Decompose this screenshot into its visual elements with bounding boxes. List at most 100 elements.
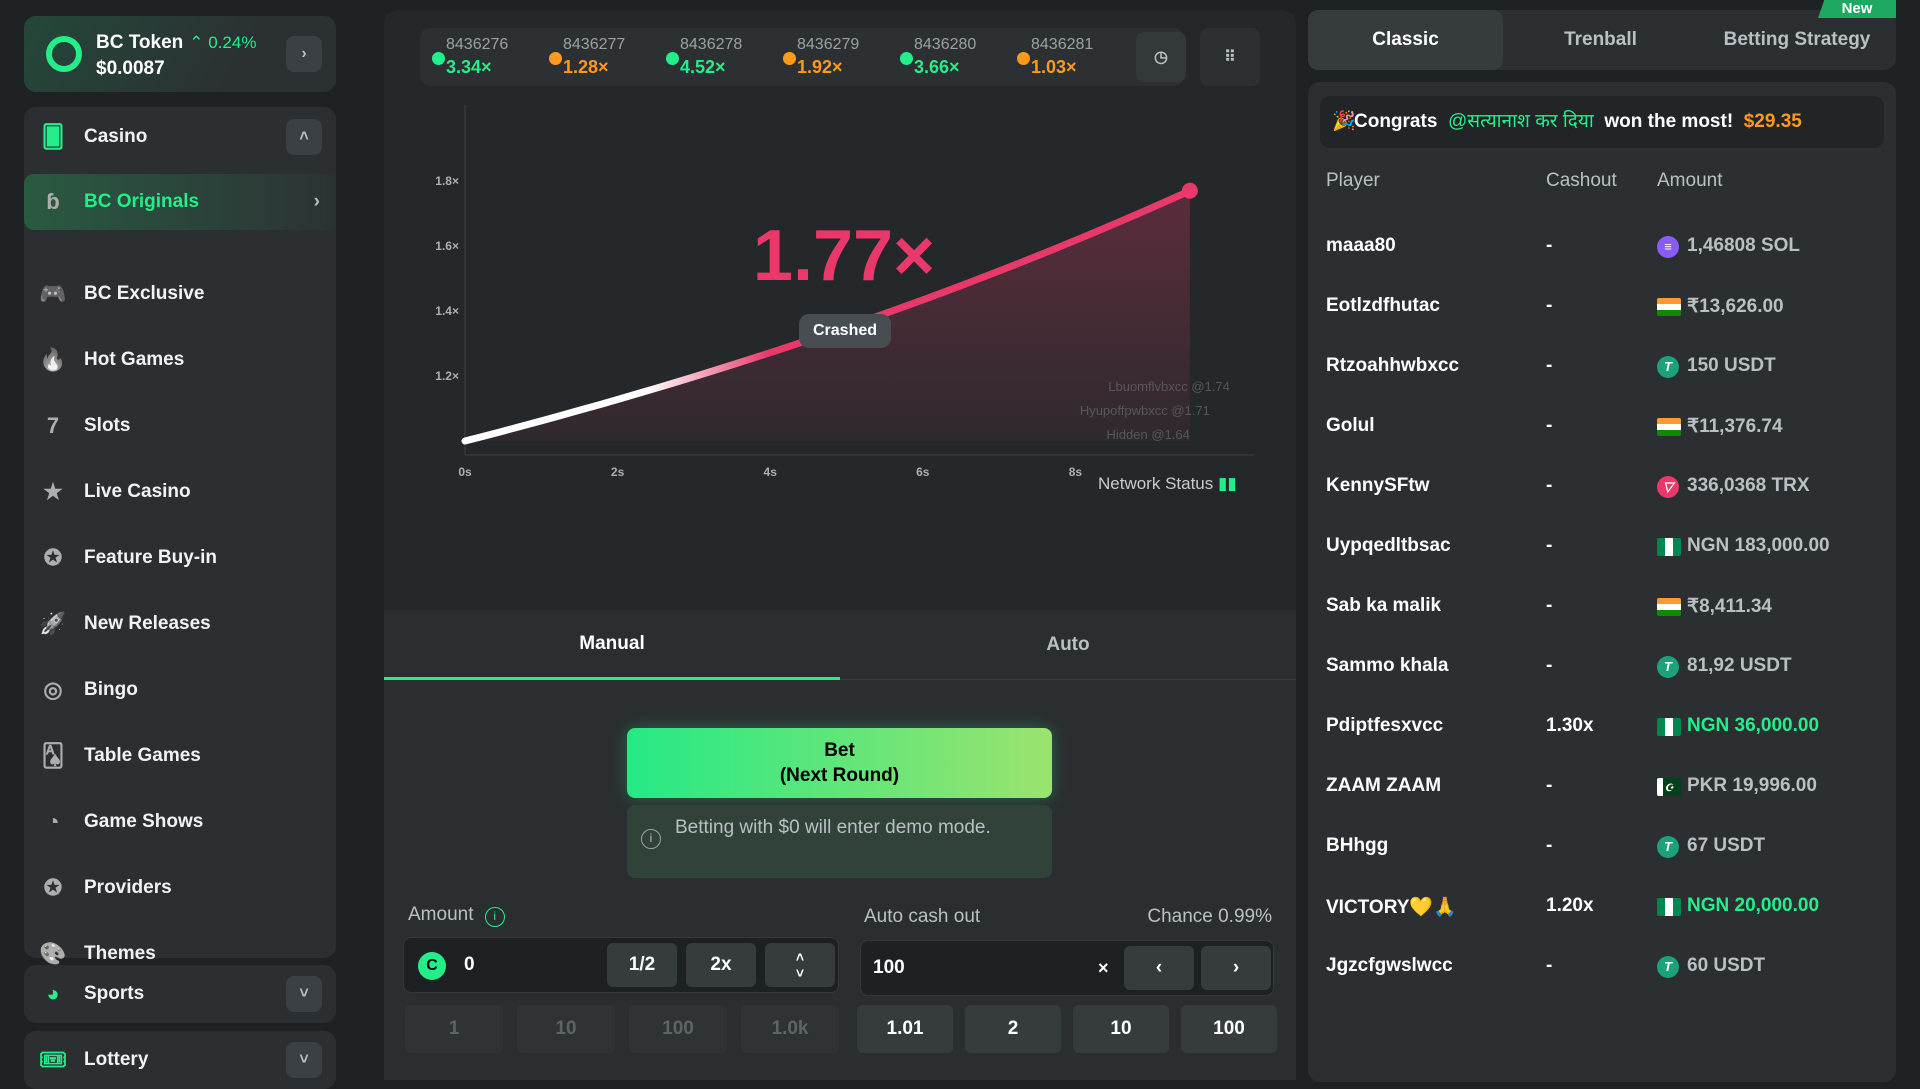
amount-label: Amount bbox=[408, 904, 474, 925]
token-name: BC Token bbox=[96, 32, 184, 53]
player-name: Eotlzdfhutac bbox=[1326, 295, 1440, 316]
table-row: Sab ka malik - ₹8,411.34 bbox=[1326, 587, 1886, 627]
auto-quick-button[interactable]: 10 bbox=[1073, 1005, 1169, 1053]
lottery-label: Lottery bbox=[84, 1049, 149, 1070]
round-multiplier: 1.03× bbox=[1031, 57, 1077, 77]
mode-tabs: Classic Trenball Betting Strategy bbox=[1308, 10, 1896, 70]
winner-name[interactable]: @सत्यानाश कर दिया bbox=[1447, 111, 1594, 132]
chevron-left-icon[interactable]: ‹ bbox=[1124, 946, 1194, 990]
round-multiplier: 3.66× bbox=[914, 57, 960, 77]
auto-cashout-input[interactable]: 100 × ‹ › bbox=[860, 940, 1274, 996]
crash-chart: 0s 2s 4s 6s 8s 1.2× 1.4× 1.6× 1.8× Lbuomflvbxcc @… bbox=[435, 105, 1254, 479]
tron-icon: ▽ bbox=[1657, 476, 1679, 498]
round-id: 8436278 bbox=[680, 36, 743, 53]
chevron-up-icon[interactable]: ˄ bbox=[795, 949, 805, 965]
history-clock-icon[interactable]: ◷ bbox=[1136, 32, 1186, 82]
congrats-banner: 🎉 Congrats @सत्यानाश कर दिया won the mos… bbox=[1320, 96, 1884, 148]
sidebar-item-new-releases[interactable]: 🚀 New Releases bbox=[24, 596, 336, 652]
table-row: BHhgg - T 67 USDT bbox=[1326, 827, 1886, 867]
sidebar-item-bc-exclusive[interactable]: 🎮 BC Exclusive bbox=[24, 266, 336, 322]
chevron-up-icon[interactable]: ˄ bbox=[286, 119, 322, 155]
sidebar-item-hot-games[interactable]: 🔥 Hot Games bbox=[24, 332, 336, 388]
sidebar-item-live-casino[interactable]: ★ Live Casino bbox=[24, 464, 336, 520]
token-chevron-right-icon[interactable]: › bbox=[286, 36, 322, 72]
bet-button-label: Bet bbox=[824, 740, 855, 761]
tab-classic[interactable]: Classic bbox=[1308, 10, 1503, 70]
table-row: Pdiptfesxvcc 1.30x NGN 36,000.00 bbox=[1326, 707, 1886, 747]
casino-label: Casino bbox=[84, 126, 148, 147]
cashout-value: - bbox=[1546, 595, 1553, 616]
amount-quick-button[interactable]: 100 bbox=[629, 1005, 727, 1053]
amount-quick-button[interactable]: 1 bbox=[405, 1005, 503, 1053]
cashout-marker-label: Lbuomflvbxcc @1.74 bbox=[1108, 379, 1230, 394]
auto-quick-button[interactable]: 1.01 bbox=[857, 1005, 953, 1053]
token-change: 0.24% bbox=[208, 33, 257, 52]
table-row: Eotlzdfhutac - ₹13,626.00 bbox=[1326, 287, 1886, 327]
cashout-value: - bbox=[1546, 655, 1553, 676]
table-row: Golul - ₹11,376.74 bbox=[1326, 407, 1886, 447]
bet-button[interactable]: Bet (Next Round) bbox=[627, 728, 1052, 798]
nigeria-flag-icon bbox=[1657, 718, 1681, 736]
bet-amount: 336,0368 TRX bbox=[1687, 475, 1810, 496]
tab-manual[interactable]: Manual bbox=[384, 610, 840, 680]
amount-quick-button[interactable]: 1.0k bbox=[741, 1005, 839, 1053]
player-name: VICTORY💛🙏 bbox=[1326, 897, 1457, 918]
chevron-down-icon[interactable]: ˅ bbox=[795, 965, 805, 981]
auto-quick-button[interactable]: 100 bbox=[1181, 1005, 1277, 1053]
cashout-value: 1.20x bbox=[1546, 895, 1594, 916]
bc-token-card[interactable]: BC Token ⌃ 0.24% $0.0087 › bbox=[24, 16, 336, 92]
round-multiplier: 3.34× bbox=[446, 57, 492, 77]
table-row: Uypqedltbsac - NGN 183,000.00 bbox=[1326, 527, 1886, 567]
tab-betting-strategy[interactable]: Betting Strategy bbox=[1723, 29, 1871, 50]
grid-menu-icon[interactable]: ⠿ bbox=[1200, 28, 1260, 86]
sidebar-item-table-games[interactable]: 🂡 Table Games bbox=[24, 728, 336, 784]
player-name: ZAAM ZAAM bbox=[1326, 775, 1442, 796]
sidebar-casino-header[interactable]: 🂠 Casino ˄ bbox=[24, 107, 336, 167]
table-row: maaa80 - ≡ 1,46808 SOL bbox=[1326, 227, 1886, 267]
chevron-right-icon: › bbox=[313, 191, 320, 212]
player-name: KennySFtw bbox=[1326, 475, 1430, 496]
sidebar-item-game-shows[interactable]: ◔ Game Shows bbox=[24, 794, 336, 850]
bingo-icon: ◎ bbox=[43, 677, 63, 702]
chevron-right-icon[interactable]: › bbox=[1201, 946, 1271, 990]
sidebar-item-feature-buy-in[interactable]: ✪ Feature Buy-in bbox=[24, 530, 336, 586]
table-row: Jgzcfgwslwcc - T 60 USDT bbox=[1326, 947, 1886, 987]
sidebar-item-providers[interactable]: ✪ Providers bbox=[24, 860, 336, 916]
sidebar-item-bc-originals[interactable]: ɓ BC Originals › bbox=[24, 174, 336, 230]
chevron-down-icon[interactable]: ˅ bbox=[286, 1042, 322, 1078]
history-dot bbox=[783, 52, 796, 65]
tab-auto[interactable]: Auto bbox=[840, 610, 1296, 680]
star-circle-icon: ✪ bbox=[43, 875, 63, 900]
double-button[interactable]: 2x bbox=[686, 943, 756, 987]
history-dot bbox=[549, 52, 562, 65]
amount-quick-button[interactable]: 10 bbox=[517, 1005, 615, 1053]
cashout-value: 1.30x bbox=[1546, 715, 1594, 736]
chevron-down-icon[interactable]: ˅ bbox=[286, 976, 322, 1012]
sidebar-lottery[interactable]: 🎟 Lottery ˅ bbox=[24, 1031, 336, 1089]
y-tick-label: 1.8× bbox=[435, 174, 459, 188]
auto-quick-button[interactable]: 2 bbox=[965, 1005, 1061, 1053]
sidebar-item-label: Bingo bbox=[84, 679, 138, 700]
amount-input[interactable]: C 0 1/2 2x ˄ ˅ bbox=[403, 937, 839, 993]
x-tick-label: 2s bbox=[611, 465, 625, 479]
tab-trenball[interactable]: Trenball bbox=[1564, 29, 1637, 50]
cashout-marker-label: Hidden @1.64 bbox=[1107, 427, 1190, 442]
sidebar-item-bingo[interactable]: ◎ Bingo bbox=[24, 662, 336, 718]
amount-info-icon[interactable]: i bbox=[484, 907, 505, 927]
sidebar-item-themes[interactable]: 🎨 Themes bbox=[24, 926, 336, 982]
round-multiplier: 1.28× bbox=[563, 57, 609, 77]
tether-icon: T bbox=[1657, 956, 1679, 978]
sidebar-item-label: Slots bbox=[84, 415, 131, 436]
sidebar-sports[interactable]: ◕ Sports ˅ bbox=[24, 965, 336, 1023]
sidebar-item-label: Hot Games bbox=[84, 349, 185, 370]
cashout-marker-label: Hyupoffpwbxcc @1.71 bbox=[1080, 403, 1210, 418]
nigeria-flag-icon bbox=[1657, 538, 1681, 556]
sidebar-item-slots[interactable]: 7 Slots bbox=[24, 398, 336, 454]
sidebar-item-label: Providers bbox=[84, 877, 172, 898]
amount-stepper[interactable]: ˄ ˅ bbox=[765, 943, 835, 987]
party-popper-icon: 🎉 bbox=[1332, 111, 1356, 132]
half-button[interactable]: 1/2 bbox=[607, 943, 677, 987]
bc-coin-icon: C bbox=[418, 952, 446, 980]
flame-icon: 🔥 bbox=[39, 347, 67, 372]
player-name: Sab ka malik bbox=[1326, 595, 1442, 616]
